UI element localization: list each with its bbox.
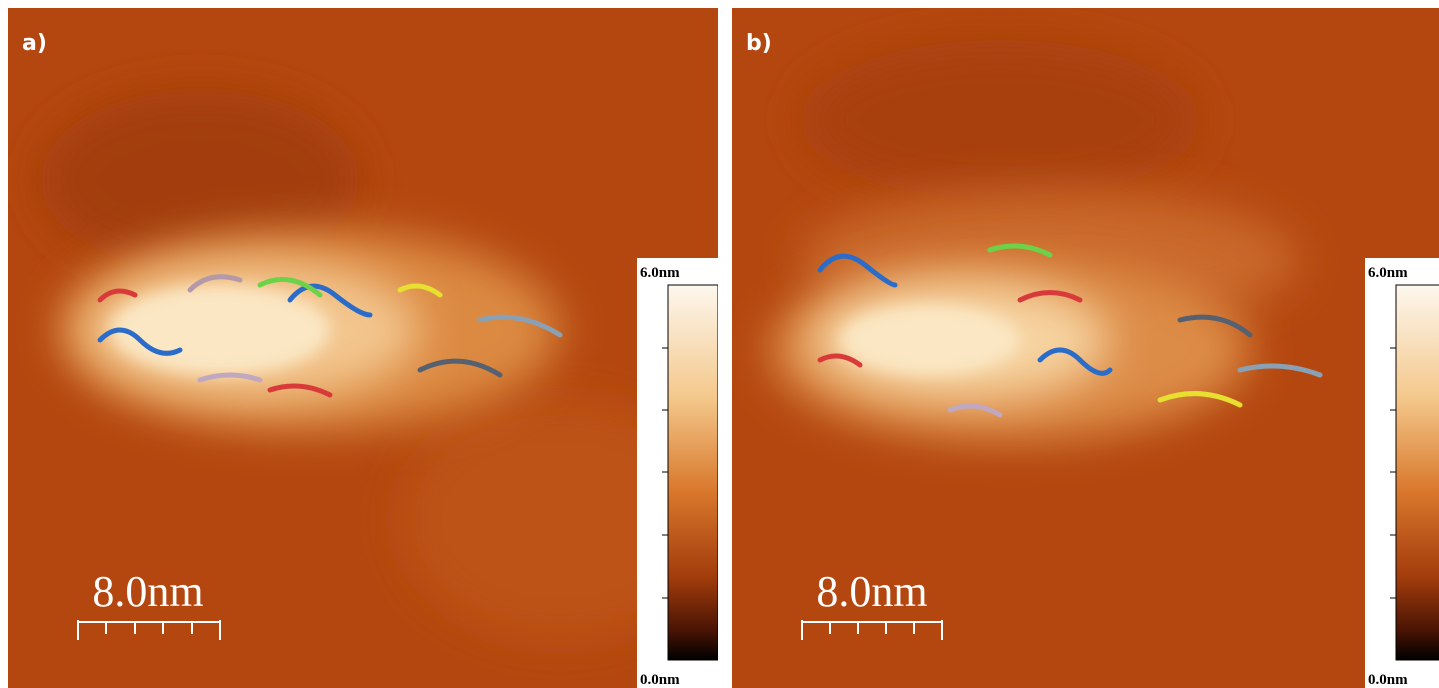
panel-label: a) [22,31,47,56]
colorbar-min: 0.0nm [640,672,680,688]
colorbar: 6.0nm 0.0nm [637,258,718,688]
panel-b: b) 8.0nm 6.0nm 0.0nm [732,8,1439,688]
scale-bar-label: 8.0nm [92,567,203,616]
colorbar-max: 6.0nm [640,265,680,281]
colorbar-max: 6.0nm [1368,265,1408,281]
page: a) 8.0nm 6.0nm 0.0nm [0,0,1439,688]
scale-bar-label: 8.0nm [816,567,927,616]
colorbar-min: 0.0nm [1368,672,1408,688]
panel-a: a) 8.0nm 6.0nm 0.0nm [8,8,720,688]
colorbar: 6.0nm 0.0nm [1365,258,1439,688]
figure: a) 8.0nm 6.0nm 0.0nm [0,0,1439,688]
panel-label: b) [746,31,772,56]
